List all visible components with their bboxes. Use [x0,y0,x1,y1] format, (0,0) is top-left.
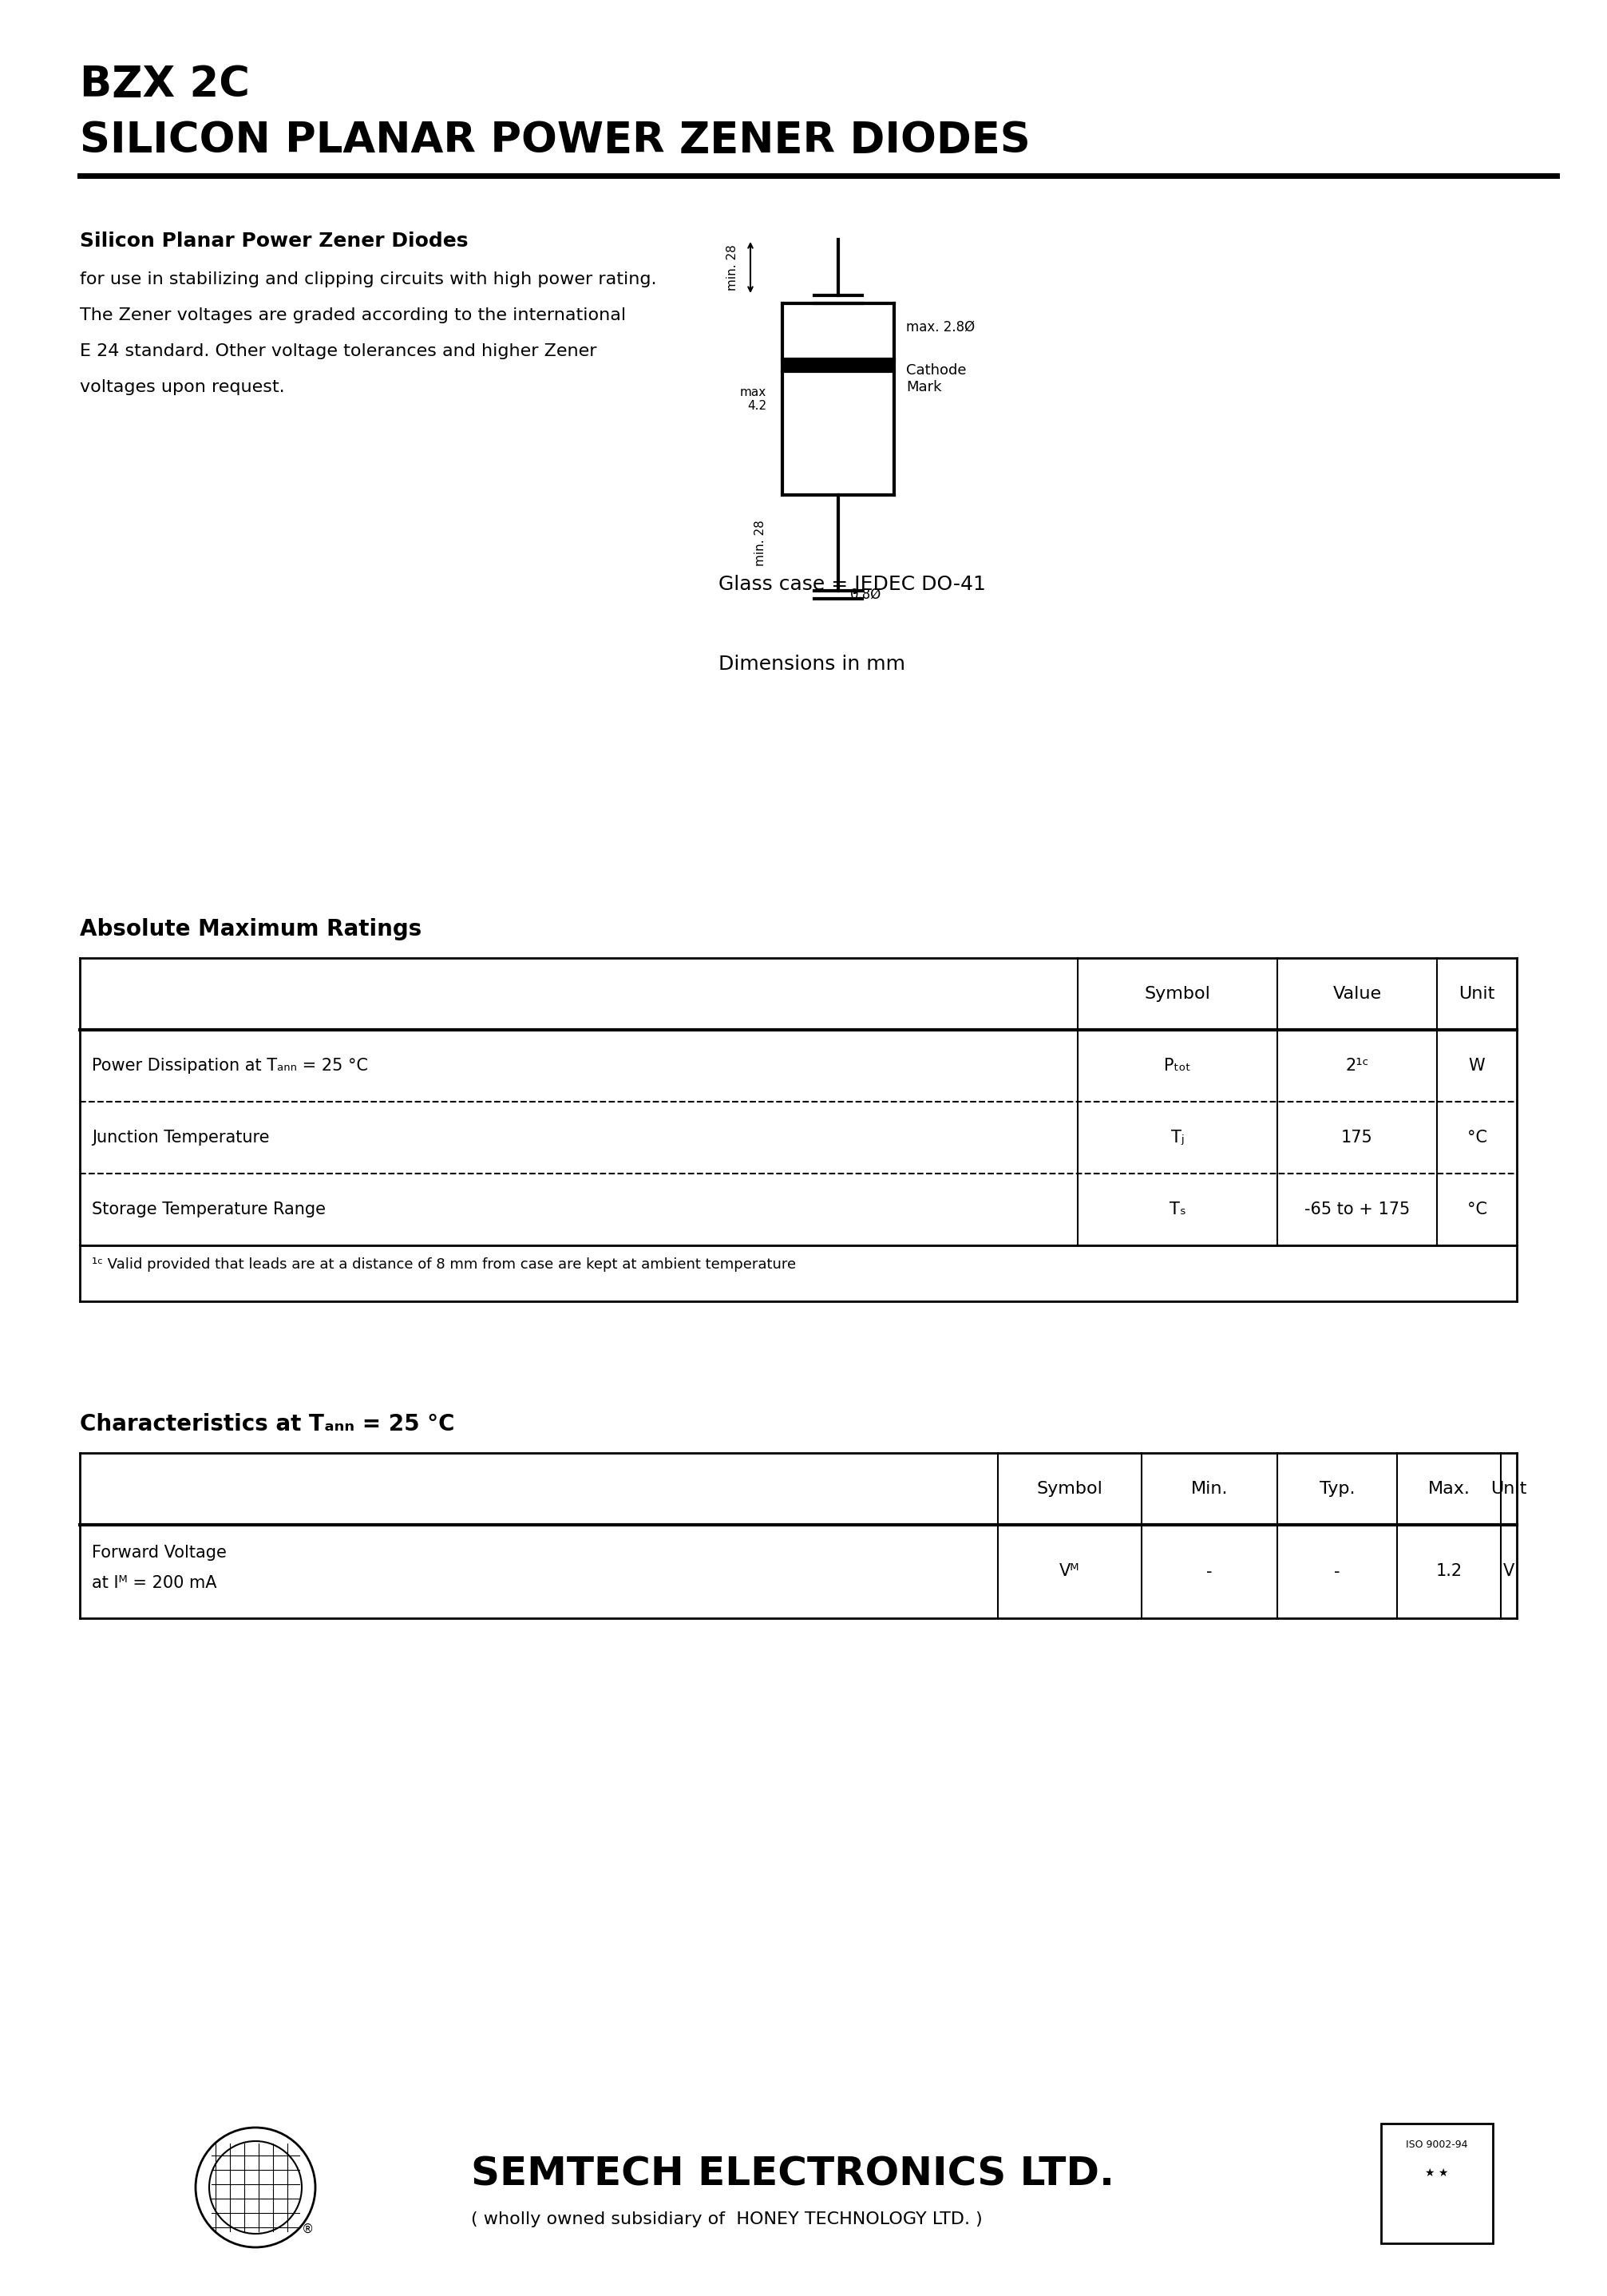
Text: min. 28: min. 28 [726,243,739,292]
Text: -: - [1334,1564,1340,1580]
Text: Tₛ: Tₛ [1170,1201,1186,1217]
Text: Characteristics at Tₐₙₙ = 25 °C: Characteristics at Tₐₙₙ = 25 °C [80,1412,455,1435]
Text: Cathode
Mark: Cathode Mark [906,363,966,395]
Text: Min.: Min. [1191,1481,1228,1497]
Text: Absolute Maximum Ratings: Absolute Maximum Ratings [80,918,421,941]
Text: Symbol: Symbol [1037,1481,1102,1497]
Text: E 24 standard. Other voltage tolerances and higher Zener: E 24 standard. Other voltage tolerances … [80,344,596,358]
Text: 2¹ᶜ: 2¹ᶜ [1345,1058,1369,1075]
Text: -65 to + 175: -65 to + 175 [1305,1201,1409,1217]
Text: voltages upon request.: voltages upon request. [80,379,284,395]
Bar [1380,2124,1493,2243]
Text: SILICON PLANAR POWER ZENER DIODES: SILICON PLANAR POWER ZENER DIODES [80,119,1030,161]
Text: °C: °C [1467,1201,1486,1217]
Text: BZX 2C: BZX 2C [80,64,249,106]
Text: SEMTECH ELECTRONICS LTD.: SEMTECH ELECTRONICS LTD. [471,2156,1114,2193]
Text: Glass case = JEDEC DO-41: Glass case = JEDEC DO-41 [718,574,985,595]
Text: ISO 9002-94: ISO 9002-94 [1406,2140,1467,2149]
Text: 175: 175 [1342,1130,1372,1146]
Text: max
4.2: max 4.2 [739,386,767,411]
Text: Value: Value [1332,985,1382,1001]
Text: Forward Voltage: Forward Voltage [92,1545,227,1561]
Text: 1.2: 1.2 [1435,1564,1462,1580]
Text: 0.8Ø: 0.8Ø [850,588,882,602]
Text: ¹ᶜ Valid provided that leads are at a distance of 8 mm from case are kept at amb: ¹ᶜ Valid provided that leads are at a di… [92,1258,795,1272]
Text: ★ ★: ★ ★ [1425,2167,1448,2179]
Text: Power Dissipation at Tₐₙₙ = 25 °C: Power Dissipation at Tₐₙₙ = 25 °C [92,1058,368,1075]
Text: at Iᴹ = 200 mA: at Iᴹ = 200 mA [92,1575,217,1591]
Text: max. 2.8Ø: max. 2.8Ø [906,319,975,335]
Text: The Zener voltages are graded according to the international: The Zener voltages are graded according … [80,308,627,324]
Text: ®: ® [302,2223,313,2236]
Text: Dimensions in mm: Dimensions in mm [718,654,905,673]
Bar [783,358,893,372]
Text: W: W [1469,1058,1485,1075]
Text: Vᴹ: Vᴹ [1059,1564,1080,1580]
Text: Unit: Unit [1459,985,1495,1001]
Text: -: - [1207,1564,1212,1580]
Text: Tⱼ: Tⱼ [1172,1130,1184,1146]
Text: ( wholly owned subsidiary of  HONEY TECHNOLOGY LTD. ): ( wholly owned subsidiary of HONEY TECHN… [471,2211,982,2227]
Text: Silicon Planar Power Zener Diodes: Silicon Planar Power Zener Diodes [80,232,468,250]
Text: for use in stabilizing and clipping circuits with high power rating.: for use in stabilizing and clipping circ… [80,271,657,287]
Text: Symbol: Symbol [1144,985,1210,1001]
Text: Unit: Unit [1491,1481,1527,1497]
Text: Pₜₒₜ: Pₜₒₜ [1163,1058,1191,1075]
Text: min. 28: min. 28 [754,519,767,565]
Text: °C: °C [1467,1130,1486,1146]
Text: Junction Temperature: Junction Temperature [92,1130,270,1146]
Text: Storage Temperature Range: Storage Temperature Range [92,1201,326,1217]
Text: Max.: Max. [1429,1481,1470,1497]
Text: Typ.: Typ. [1319,1481,1355,1497]
Text: V: V [1503,1564,1514,1580]
